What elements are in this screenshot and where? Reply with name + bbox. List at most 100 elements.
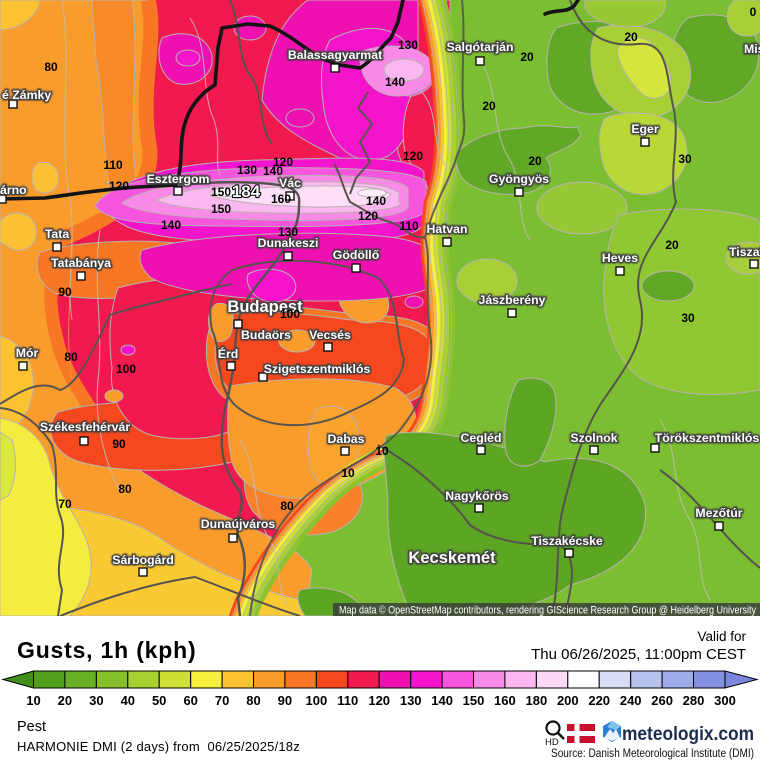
svg-text:140: 140	[263, 164, 283, 178]
svg-text:Szigetszentmiklós: Szigetszentmiklós	[264, 362, 371, 376]
svg-text:150: 150	[463, 693, 485, 708]
svg-text:130: 130	[278, 225, 298, 239]
svg-text:130: 130	[237, 163, 257, 177]
svg-text:Hatvan: Hatvan	[426, 222, 467, 236]
svg-text:Gödöllő: Gödöllő	[333, 248, 380, 262]
svg-text:20: 20	[665, 238, 679, 252]
svg-text:Törökszentmiklós: Törökszentmiklós	[655, 431, 760, 445]
svg-text:Pest: Pest	[17, 719, 46, 735]
svg-text:30: 30	[681, 311, 695, 325]
svg-text:Nagykőrös: Nagykőrös	[445, 489, 509, 503]
svg-text:110: 110	[337, 693, 358, 708]
svg-text:Nagykőrös: Nagykőrös	[445, 489, 509, 503]
svg-text:Szigetszentmiklós: Szigetszentmiklós	[264, 362, 371, 376]
svg-text:Törökszentmiklós: Törökszentmiklós	[655, 431, 760, 445]
svg-text:90: 90	[58, 285, 72, 299]
svg-text:Tiszaf: Tiszaf	[729, 245, 760, 259]
svg-text:160: 160	[271, 192, 291, 206]
svg-text:HARMONIE DMI (2 days) from 06: HARMONIE DMI (2 days) from 06/25/2025/18…	[17, 739, 300, 754]
svg-text:10: 10	[341, 466, 355, 480]
svg-text:260: 260	[651, 693, 673, 708]
svg-text:Esztergom: Esztergom	[147, 172, 210, 186]
svg-text:Tiszaf: Tiszaf	[729, 245, 760, 259]
svg-text:Gusts, 1h (kph): Gusts, 1h (kph)	[17, 637, 196, 663]
svg-text:Jászberény: Jászberény	[479, 293, 546, 307]
svg-text:220: 220	[588, 693, 610, 708]
svg-text:80: 80	[64, 350, 78, 364]
svg-text:Budapest: Budapest	[227, 298, 303, 316]
svg-text:Dabas: Dabas	[328, 432, 365, 446]
svg-text:Vác: Vác	[279, 176, 301, 190]
svg-text:Sárbogárd: Sárbogárd	[112, 553, 174, 567]
svg-text:140: 140	[366, 194, 386, 208]
svg-text:Mór: Mór	[16, 346, 39, 360]
svg-text:Cegléd: Cegléd	[461, 431, 502, 445]
svg-text:20: 20	[528, 154, 542, 168]
svg-text:Tata: Tata	[45, 227, 70, 241]
svg-text:Salgótarján: Salgótarján	[447, 40, 514, 54]
svg-text:HD: HD	[545, 737, 559, 748]
svg-text:Eger: Eger	[631, 122, 659, 136]
svg-text:140: 140	[161, 218, 181, 232]
svg-text:120: 120	[273, 155, 293, 169]
svg-text:120: 120	[403, 149, 423, 163]
svg-text:130: 130	[398, 38, 418, 52]
svg-text:Szolnok: Szolnok	[570, 431, 617, 445]
svg-text:120: 120	[109, 179, 129, 193]
svg-text:180: 180	[526, 693, 548, 708]
svg-text:50: 50	[152, 693, 166, 708]
svg-text:60: 60	[183, 693, 197, 708]
svg-text:90: 90	[278, 693, 292, 708]
svg-text:Jászberény: Jászberény	[479, 293, 546, 307]
svg-text:Tatabánya: Tatabánya	[51, 256, 111, 270]
svg-text:Dunaújváros: Dunaújváros	[201, 517, 276, 531]
svg-text:Sárbogárd: Sárbogárd	[112, 553, 174, 567]
svg-text:Mis: Mis	[744, 42, 760, 56]
svg-text:Heves: Heves	[602, 251, 638, 265]
svg-text:184: 184	[232, 182, 261, 201]
svg-text:110: 110	[103, 158, 123, 172]
svg-text:Budaörs: Budaörs	[241, 328, 291, 342]
svg-text:0: 0	[750, 5, 757, 19]
svg-text:20: 20	[624, 30, 638, 44]
svg-text:120: 120	[368, 693, 390, 708]
svg-text:70: 70	[58, 497, 72, 511]
svg-text:Tiszakécske: Tiszakécske	[531, 534, 603, 548]
svg-text:240: 240	[620, 693, 642, 708]
svg-text:Balassagyarmat: Balassagyarmat	[288, 48, 382, 62]
svg-text:100: 100	[306, 693, 328, 708]
svg-text:Tatabánya: Tatabánya	[51, 256, 111, 270]
svg-text:Szolnok: Szolnok	[570, 431, 617, 445]
svg-text:90: 90	[112, 437, 126, 451]
svg-text:80: 80	[280, 499, 294, 513]
svg-text:20: 20	[520, 50, 534, 64]
svg-text:Gyöngyös: Gyöngyös	[489, 172, 549, 186]
svg-text:Vecsés: Vecsés	[309, 328, 351, 342]
svg-text:30: 30	[678, 152, 692, 166]
svg-text:140: 140	[431, 693, 453, 708]
svg-text:Hatvan: Hatvan	[426, 222, 467, 236]
svg-text:30: 30	[89, 693, 103, 708]
svg-text:Thu 06/26/2025, 11:00pm CEST: Thu 06/26/2025, 11:00pm CEST	[531, 646, 746, 663]
svg-text:Érd: Érd	[218, 346, 239, 361]
svg-text:120: 120	[358, 209, 378, 223]
svg-text:Budaörs: Budaörs	[241, 328, 291, 342]
svg-text:Székesfehérvár: Székesfehérvár	[40, 420, 130, 434]
svg-text:Tata: Tata	[45, 227, 70, 241]
svg-text:40: 40	[121, 693, 135, 708]
svg-text:130: 130	[400, 693, 422, 708]
svg-text:Kecskemét: Kecskemét	[408, 549, 496, 567]
svg-text:140: 140	[385, 75, 405, 89]
svg-text:80: 80	[44, 60, 58, 74]
svg-text:Érd: Érd	[218, 346, 239, 361]
svg-text:Dabas: Dabas	[328, 432, 365, 446]
svg-text:150: 150	[211, 202, 231, 216]
svg-text:20: 20	[482, 99, 496, 113]
svg-text:Eger: Eger	[631, 122, 659, 136]
svg-text:10: 10	[375, 444, 389, 458]
svg-text:Gyöngyös: Gyöngyös	[489, 172, 549, 186]
svg-text:150: 150	[211, 185, 231, 199]
svg-text:é Zámky: é Zámky	[2, 88, 51, 102]
svg-text:Esztergom: Esztergom	[147, 172, 210, 186]
svg-text:Budapest: Budapest	[227, 298, 303, 316]
